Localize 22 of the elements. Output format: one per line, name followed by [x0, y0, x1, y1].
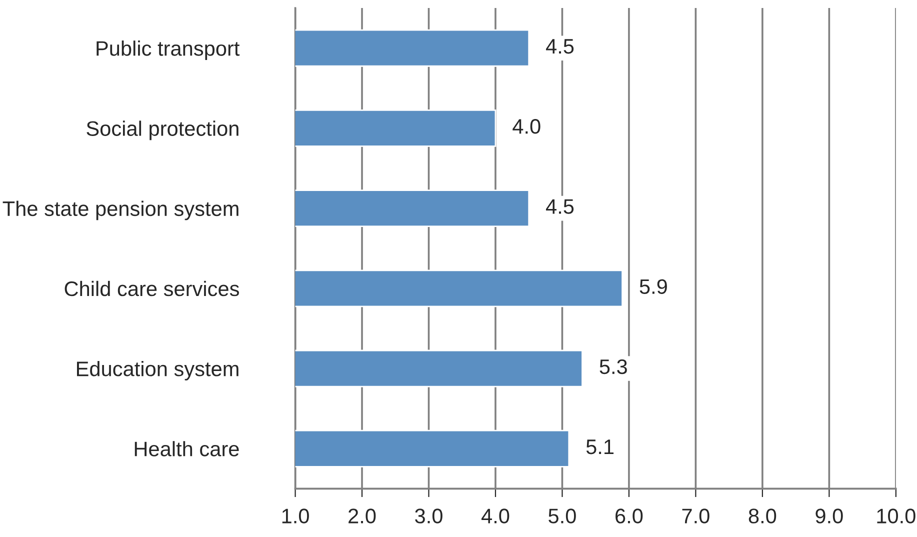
x-tick-label: 10.0: [877, 508, 916, 524]
x-tick-label: 6.0: [616, 508, 643, 524]
x-tick-label: 7.0: [682, 508, 710, 524]
data-label: 4.5: [546, 199, 574, 214]
y-tick-label: The state pension system: [2, 200, 238, 220]
y-tick-label: Child care services: [64, 280, 239, 296]
data-label: 5.1: [586, 440, 614, 454]
data-label: 5.9: [640, 279, 667, 294]
x-tick-label: 1.0: [282, 508, 309, 524]
y-tick-label: Public transport: [96, 40, 240, 60]
data-label: 5.3: [600, 359, 627, 374]
y-tick-label: Education system: [77, 360, 238, 380]
x-tick-label: 5.0: [548, 508, 576, 524]
x-tick-label: 3.0: [415, 508, 442, 524]
x-tick-label: 2.0: [348, 508, 376, 524]
x-tick-label: 4.0: [481, 508, 510, 524]
x-tick-label: 9.0: [816, 508, 843, 524]
x-tick-label: 8.0: [748, 508, 776, 524]
data-label: 4.5: [546, 39, 574, 54]
data-label: 4.0: [512, 119, 540, 134]
y-tick-label: Health care: [134, 441, 239, 456]
y-tick-label: Social protection: [86, 120, 238, 140]
